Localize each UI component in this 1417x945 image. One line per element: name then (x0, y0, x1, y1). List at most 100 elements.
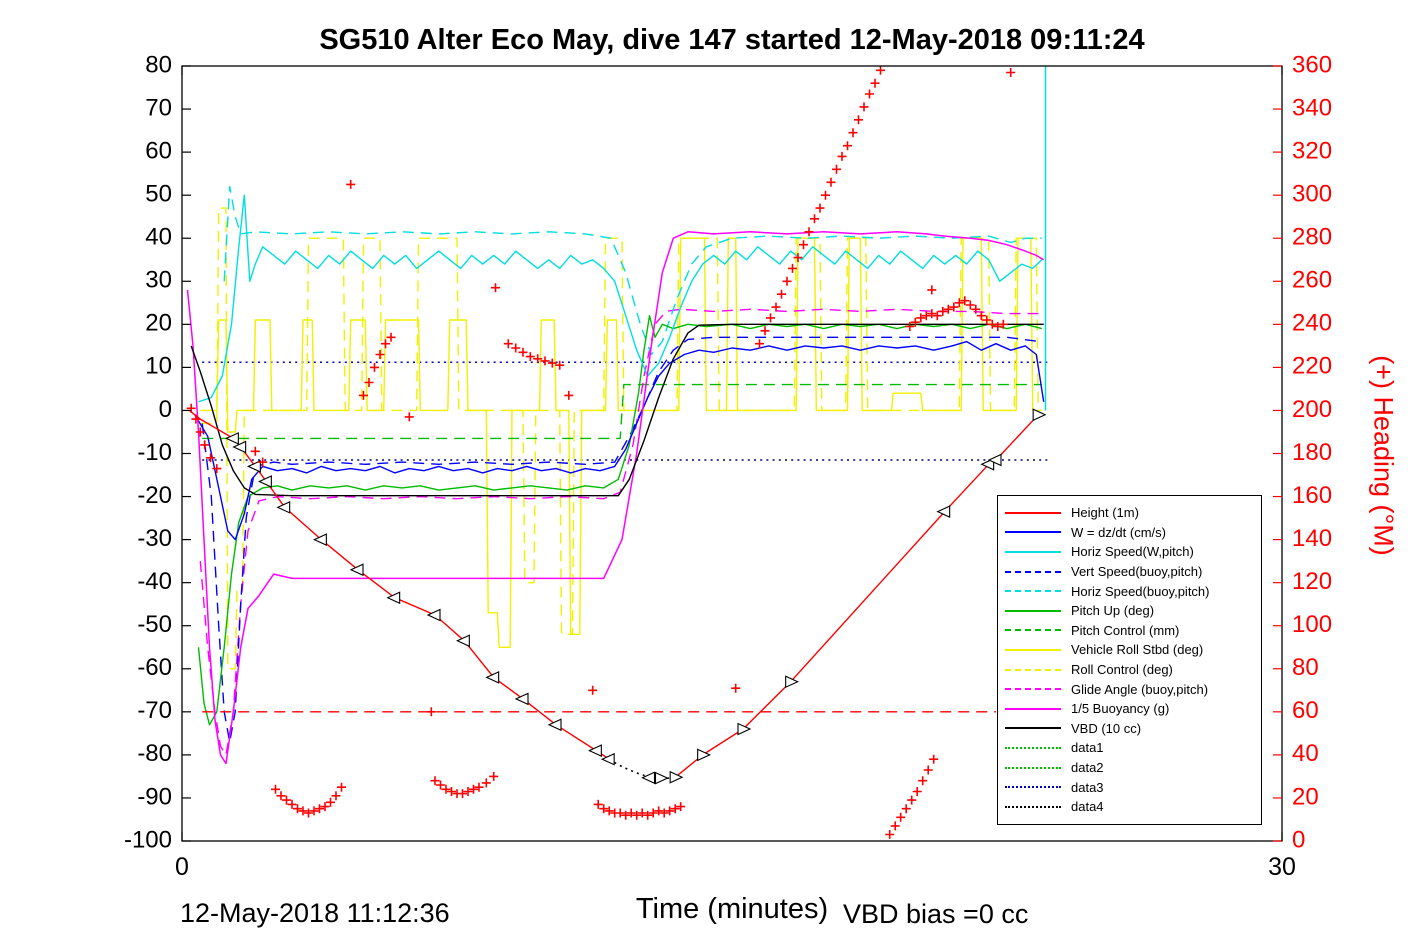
series-vehicle-roll-stbd (200, 237, 1042, 648)
left-tick-label: -60 (137, 654, 172, 681)
legend: Height (1m) W = dz/dt (cm/s) Horiz Speed(W… (997, 495, 1262, 825)
height-triangle-marker (247, 460, 261, 473)
legend-line-sample (1005, 531, 1061, 534)
series-height (188, 409, 1039, 778)
left-tick-label: -100 (124, 826, 172, 853)
right-tick-label: 120 (1292, 568, 1332, 595)
height-triangle-marker (697, 748, 711, 762)
right-tick-label: 360 (1292, 51, 1332, 78)
height-triangle-marker (485, 671, 500, 684)
right-axis-label: (+) Heading (°M) (1368, 355, 1399, 556)
left-tick-label: 10 (145, 353, 172, 380)
height-triangle-marker (514, 692, 529, 706)
legend-line-sample (1005, 648, 1061, 651)
right-tick-label: 100 (1292, 611, 1332, 638)
left-tick-label: 80 (145, 51, 172, 78)
left-tick-label: -50 (137, 611, 172, 638)
series-heading-pluses (186, 66, 1016, 839)
legend-item: 1/5 Buoyancy (g) (1005, 699, 1254, 719)
series-glide-angle (199, 308, 1042, 756)
legend-item: Roll Control (deg) (1005, 660, 1254, 680)
legend-line-sample (1005, 570, 1061, 573)
footer-datetime: 12-May-2018 11:12:36 (180, 898, 450, 928)
footer-vbd-bias: VBD bias =0 cc (843, 899, 1029, 929)
legend-item: Height (1m) (1005, 503, 1254, 523)
height-triangle-marker (785, 675, 799, 689)
right-tick-label: 260 (1292, 267, 1332, 294)
x-tick-label: 0 (175, 853, 189, 881)
x-axis-label: Time (minutes) (635, 893, 829, 925)
series-w-dzdt (194, 340, 1045, 541)
legend-item-label: VBD (10 cc) (1071, 720, 1142, 736)
height-triangle-marker (737, 722, 752, 736)
legend-item-label: Roll Control (deg) (1071, 662, 1173, 678)
height-triangle-marker (386, 591, 401, 605)
right-tick-label: 300 (1292, 181, 1332, 208)
left-tick-label: 0 (159, 396, 172, 423)
series-pitch-up (197, 315, 1042, 726)
series-buoyancy-fifth (186, 231, 1045, 765)
legend-line-sample (1005, 766, 1061, 769)
legend-item: Vehicle Roll Stbd (deg) (1005, 640, 1254, 660)
height-triangle-marker (980, 457, 995, 471)
legend-item: data1 (1005, 738, 1254, 758)
right-tick-label: 140 (1292, 525, 1332, 552)
height-triangle-marker (276, 500, 291, 514)
left-tick-label: -20 (137, 482, 172, 509)
legend-item-label: Horiz Speed(W,pitch) (1071, 544, 1194, 560)
legend-item-label: data1 (1071, 740, 1104, 756)
height-triangle-marker (349, 563, 364, 577)
left-tick-label: -10 (137, 439, 172, 466)
legend-line-sample (1005, 550, 1061, 553)
height-triangle-marker (654, 771, 669, 785)
legend-line-sample (1005, 668, 1061, 671)
series-vbd (190, 323, 1044, 497)
left-tick-label: -30 (137, 525, 172, 552)
right-tick-label: 80 (1292, 654, 1319, 681)
legend-item-label: 1/5 Buoyancy (g) (1071, 701, 1170, 717)
legend-line-sample (1005, 707, 1061, 710)
legend-item: Vert Speed(buoy,pitch) (1005, 562, 1254, 582)
height-triangle-marker (426, 608, 441, 622)
legend-item: Horiz Speed(W,pitch) (1005, 542, 1254, 562)
legend-item: data3 (1005, 777, 1254, 797)
right-tick-label: 0 (1292, 826, 1305, 853)
legend-item-label: data2 (1071, 760, 1104, 776)
left-tick-label: 50 (145, 181, 172, 208)
legend-item-label: Horiz Speed(buoy,pitch) (1071, 583, 1210, 599)
left-tick-label: -40 (137, 568, 172, 595)
legend-item-label: W = dz/dt (cm/s) (1071, 524, 1166, 540)
right-tick-label: 280 (1292, 224, 1332, 251)
right-tick-label: 200 (1292, 396, 1332, 423)
height-triangle-marker (225, 432, 239, 445)
legend-line-sample (1005, 805, 1061, 808)
legend-line-sample (1005, 688, 1061, 691)
legend-item-label: Pitch Control (mm) (1071, 622, 1180, 638)
chart-title: SG510 Alter Eco May, dive 147 started 12… (319, 24, 1145, 56)
height-triangle-marker (313, 533, 327, 546)
series-layer (186, 66, 1048, 839)
legend-item: W = dz/dt (cm/s) (1005, 523, 1254, 543)
series-horiz-speed-w (198, 194, 1043, 403)
right-tick-label: 160 (1292, 482, 1332, 509)
right-tick-label: 220 (1292, 353, 1332, 380)
left-tick-label: 20 (145, 310, 172, 337)
legend-item: data4 (1005, 797, 1254, 817)
right-tick-label: 40 (1292, 740, 1319, 767)
legend-item: data2 (1005, 758, 1254, 778)
legend-line-sample (1005, 727, 1061, 730)
series-horiz-speed-buoy (223, 185, 1042, 356)
height-triangle-marker (456, 634, 470, 648)
height-triangle-marker (641, 771, 656, 785)
left-tick-label: 60 (145, 137, 172, 164)
legend-item: Pitch Control (mm) (1005, 621, 1254, 641)
height-triangle-marker (258, 475, 272, 488)
height-triangle-marker (1032, 408, 1047, 422)
series-vert-speed-buoy (201, 336, 1041, 743)
legend-item-label: Pitch Up (deg) (1071, 603, 1155, 619)
legend-item: VBD (10 cc) (1005, 719, 1254, 739)
legend-item-label: data4 (1071, 799, 1104, 815)
legend-line-sample (1005, 590, 1061, 593)
x-tick-label: 30 (1268, 853, 1296, 881)
